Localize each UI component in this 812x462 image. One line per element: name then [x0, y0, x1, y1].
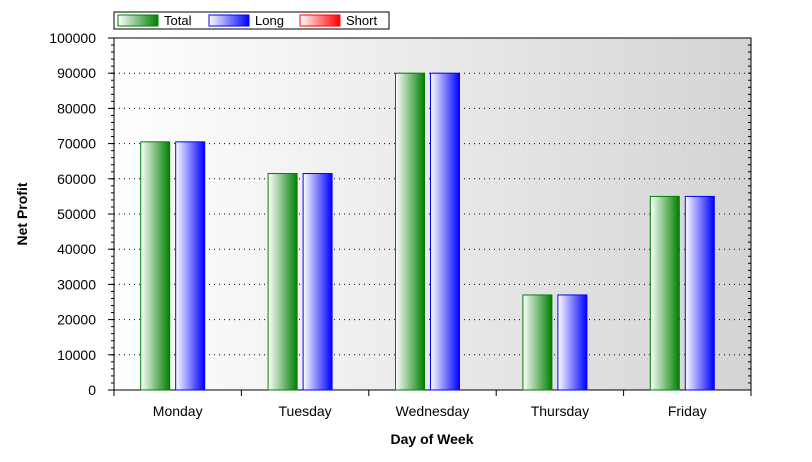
bar-long: [684, 195, 715, 391]
legend-swatch-long: [208, 14, 250, 27]
y-tick-label: 70000: [57, 136, 96, 152]
bars: [140, 72, 715, 391]
y-tick-label: 10000: [57, 347, 96, 363]
x-tick-label: Wednesday: [396, 403, 470, 419]
legend-swatch-short: [299, 14, 341, 27]
legend-label-total: Total: [164, 13, 192, 28]
bar-long: [430, 72, 460, 391]
legend-swatch-total: [117, 14, 159, 27]
x-tick-label: Monday: [153, 403, 203, 419]
y-tick-label: 30000: [57, 276, 96, 292]
grid-lines: [114, 72, 751, 356]
bar-total: [395, 72, 425, 391]
y-axis: 0 10000 20000 30000 40000 50000 60000 70000 8000…: [49, 30, 751, 398]
y-tick-label: 100000: [49, 30, 96, 46]
x-tick-label: Tuesday: [279, 403, 332, 419]
bar-long: [557, 294, 588, 391]
y-tick-label: 60000: [57, 171, 96, 187]
y-tick-label: 0: [88, 382, 96, 398]
bar-total: [649, 195, 680, 391]
legend: Total Long Short: [113, 11, 390, 30]
legend-label-short: Short: [346, 13, 377, 28]
legend-label-long: Long: [255, 13, 284, 28]
bar-total: [267, 173, 298, 391]
bar-total: [522, 294, 553, 391]
y-tick-label: 20000: [57, 312, 96, 328]
x-tick-label: Thursday: [531, 403, 589, 419]
bar-total: [140, 141, 171, 391]
y-tick-label: 80000: [57, 100, 96, 116]
y-tick-label: 40000: [57, 241, 96, 257]
y-tick-label: 50000: [57, 206, 96, 222]
x-axis: Monday Tuesday Wednesday Thursday Friday: [113, 390, 752, 419]
x-axis-title: Day of Week: [391, 431, 474, 447]
bar-long: [175, 141, 206, 391]
x-tick-label: Friday: [668, 403, 707, 419]
y-tick-label: 90000: [57, 65, 96, 81]
bar-long: [302, 173, 333, 391]
y-axis-title: Net Profit: [14, 182, 30, 245]
